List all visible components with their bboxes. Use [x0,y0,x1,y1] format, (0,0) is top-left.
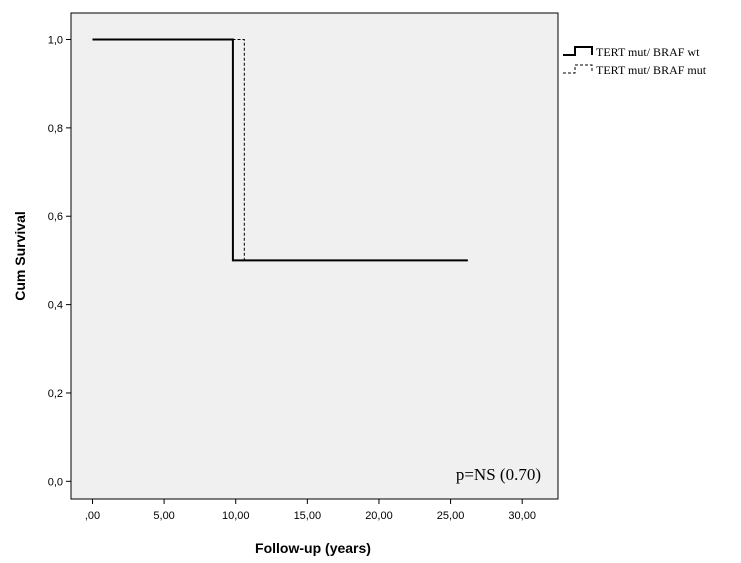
y-axis-title: Cum Survival [12,211,28,300]
y-tick-label: 1,0 [48,35,63,47]
annotation-pvalue: p=NS (0.70) [456,465,541,484]
legend: TERT mut/ BRAF wt TERT mut/ BRAF mut [563,45,707,77]
legend-swatch-solid [563,46,593,56]
x-tick-label: ,00 [85,510,100,522]
plot-area [70,12,559,500]
y-tick-label: 0,6 [48,211,63,223]
y-tick-label: 0,4 [48,300,63,312]
x-axis-title: Follow-up (years) [255,540,371,556]
series-layer [92,38,468,262]
x-tick-label: 5,00 [153,510,174,522]
x-tick-label: 25,00 [437,510,465,522]
x-axis: ,00 5,00 10,00 15,00 20,00 25,00 30,00 [85,499,536,522]
y-tick-label: 0,8 [48,123,63,135]
legend-label-braf-mut: TERT mut/ BRAF mut [596,63,707,77]
x-tick-label: 15,00 [294,510,322,522]
x-tick-label: 10,00 [222,510,250,522]
y-tick-label: 0,0 [48,476,63,488]
x-tick-label: 30,00 [508,510,536,522]
legend-label-braf-wt: TERT mut/ BRAF wt [596,45,700,59]
y-tick-label: 0,2 [48,388,63,400]
series-line-braf-wt [92,38,468,262]
x-tick-label: 20,00 [365,510,393,522]
legend-swatch-dashed [563,64,593,74]
y-axis: 0,0 0,2 0,4 0,6 0,8 1,0 [48,35,71,488]
